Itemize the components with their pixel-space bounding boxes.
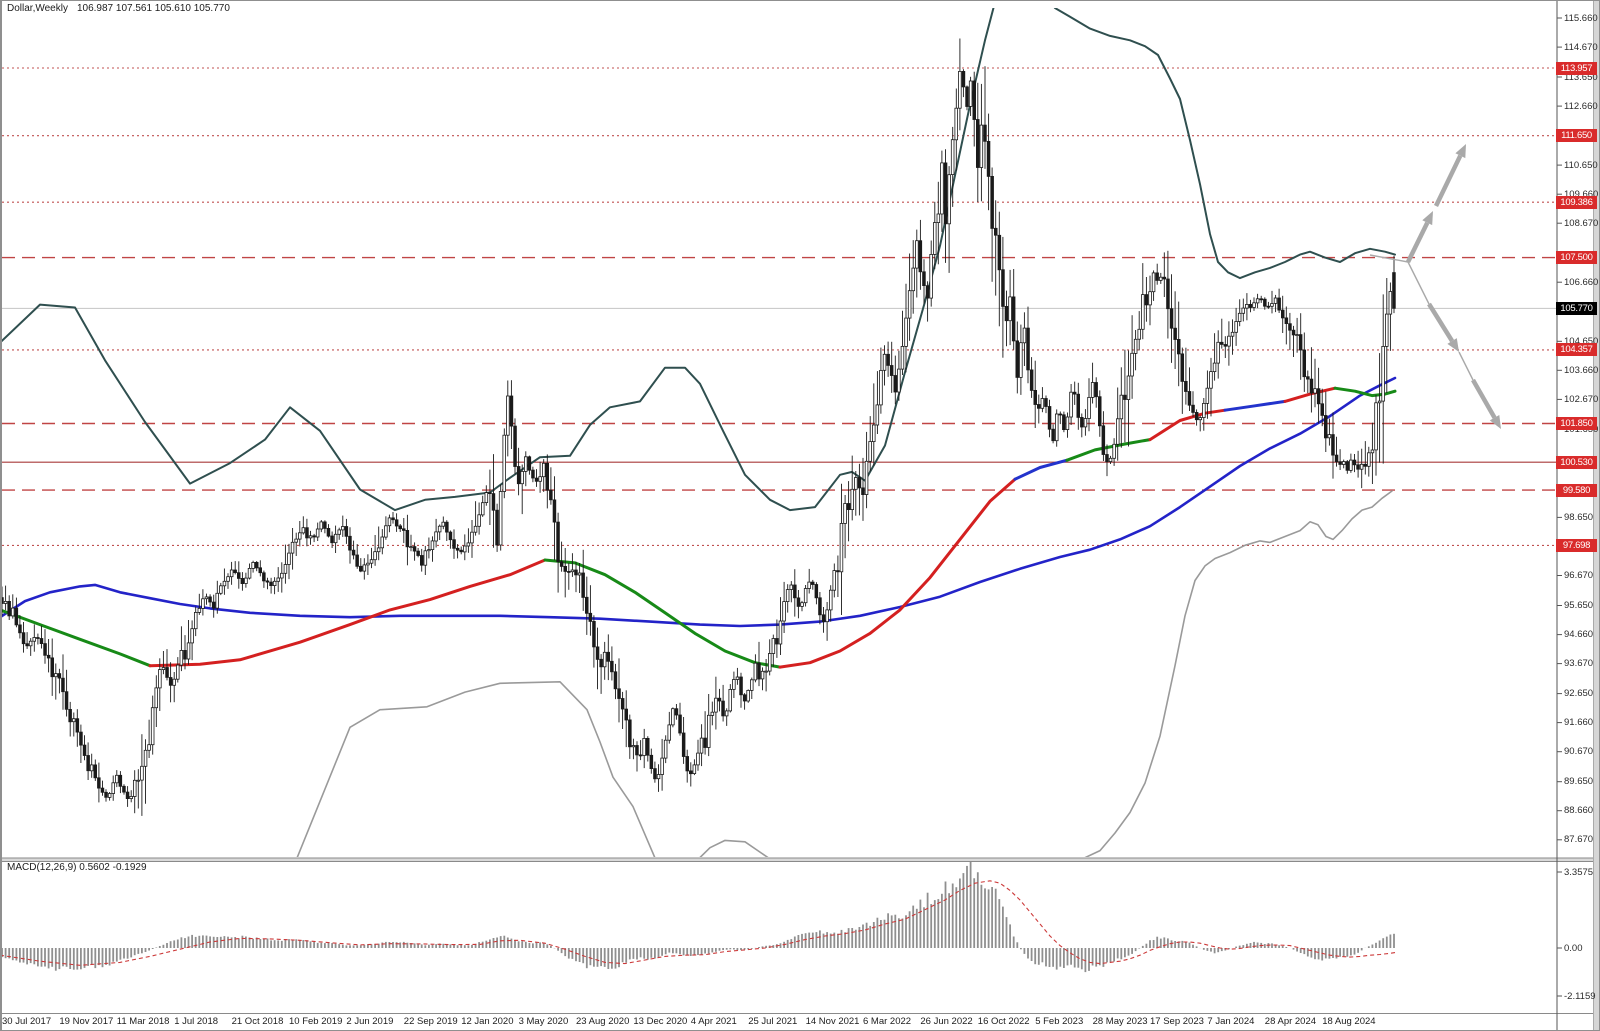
- price-level-badge: 107.500: [1556, 251, 1597, 265]
- current-price-badge: 105.770: [1556, 301, 1597, 315]
- macd-indicator-label: MACD(12,26,9) 0.5602 -0.1929: [7, 862, 147, 873]
- price-tick-label: 94.660: [1564, 629, 1594, 641]
- price-tick-label: 92.650: [1564, 688, 1594, 700]
- price-level-badge: 99.580: [1556, 483, 1597, 497]
- macd-plot: [2, 862, 1396, 973]
- date-tick-label: 1 Jul 2018: [174, 1016, 219, 1027]
- price-level-badge: 113.957: [1556, 61, 1597, 75]
- price-tick-label: 98.650: [1564, 511, 1594, 523]
- price-tick-label: 102.670: [1564, 393, 1599, 405]
- date-tick-label: 5 Feb 2023: [1035, 1016, 1084, 1027]
- date-tick-label: 16 Oct 2022: [977, 1016, 1030, 1027]
- date-tick-label: 3 May 2020: [518, 1016, 569, 1027]
- price-level-badge: 100.530: [1556, 455, 1597, 469]
- price-tick-label: 110.650: [1564, 159, 1598, 171]
- date-tick-label: 13 Dec 2020: [633, 1016, 688, 1027]
- date-tick-label: 2 Jun 2019: [346, 1016, 394, 1027]
- price-level-badge: 101.850: [1556, 417, 1597, 430]
- price-tick-label: 89.650: [1564, 776, 1594, 788]
- date-tick-label: 28 Apr 2024: [1264, 1016, 1317, 1027]
- price-tick-label: 112.660: [1564, 100, 1598, 112]
- price-tick-label: 106.660: [1564, 276, 1599, 288]
- ohlc-values-label: 106.987 107.561 105.610 105.770: [76, 3, 230, 14]
- macd-scale-label: 0.00: [1564, 942, 1583, 954]
- date-tick-label: 12 Jan 2020: [461, 1016, 514, 1027]
- indicator-lines: [2, 8, 1397, 857]
- price-tick-label: 115.660: [1564, 12, 1598, 24]
- price-tick-label: 87.670: [1564, 834, 1594, 846]
- price-level-badge: 109.386: [1556, 195, 1597, 209]
- window-border-left: [0, 0, 2, 1031]
- date-tick-label: 4 Apr 2021: [690, 1016, 737, 1027]
- date-tick-label: 22 Sep 2019: [403, 1016, 458, 1027]
- price-tick-label: 109.660: [1564, 188, 1599, 200]
- price-tick-label: 104.650: [1564, 335, 1599, 347]
- price-tick-label: 113.650: [1564, 71, 1598, 83]
- price-level-badge: 104.357: [1556, 343, 1597, 357]
- date-tick-label: 28 May 2023: [1092, 1016, 1148, 1027]
- price-tick-label: 90.670: [1564, 746, 1594, 758]
- price-tick-label: 93.670: [1564, 658, 1594, 670]
- date-tick-label: 10 Feb 2019: [289, 1016, 343, 1027]
- price-tick-label: 108.670: [1564, 217, 1599, 229]
- price-level-badge: 111.650: [1556, 129, 1597, 143]
- date-tick-label: 19 Nov 2017: [59, 1016, 114, 1027]
- date-tick-label: 30 Jul 2017: [2, 1016, 52, 1027]
- date-tick-label: 6 Mar 2022: [863, 1016, 912, 1027]
- date-tick-label: 11 Mar 2018: [116, 1016, 170, 1027]
- date-tick-label: 18 Aug 2024: [1322, 1016, 1376, 1027]
- date-tick-label: 26 Jun 2022: [920, 1016, 973, 1027]
- date-tick-label: 17 Sep 2023: [1150, 1016, 1204, 1027]
- date-tick-label: 14 Nov 2021: [805, 1016, 860, 1027]
- date-tick-label: 23 Aug 2020: [576, 1016, 630, 1027]
- date-tick-label: 7 Jan 2024: [1207, 1016, 1255, 1027]
- symbol-period-label: Dollar,Weekly: [7, 3, 68, 14]
- price-tick-label: 91.660: [1564, 717, 1594, 729]
- date-tick-label: 21 Oct 2018: [231, 1016, 284, 1027]
- price-tick-label: 95.650: [1564, 600, 1594, 611]
- macd-scale-label: 3.3575: [1564, 866, 1594, 878]
- price-tick-label: 96.670: [1564, 570, 1594, 581]
- window-right-strip: [1593, 0, 1600, 1031]
- price-level-badge: 97.698: [1556, 538, 1597, 552]
- date-tick-label: 25 Jul 2021: [748, 1016, 798, 1027]
- price-tick-label: 103.660: [1564, 364, 1599, 376]
- window-border-top: [0, 0, 1600, 1]
- price-tick-label: 88.660: [1564, 805, 1594, 817]
- macd-scale-label: -2.1159: [1564, 990, 1596, 1002]
- price-tick-label: 114.670: [1564, 41, 1598, 53]
- chart-title: Dollar,Weekly 106.987 107.561 105.610 105…: [7, 3, 230, 14]
